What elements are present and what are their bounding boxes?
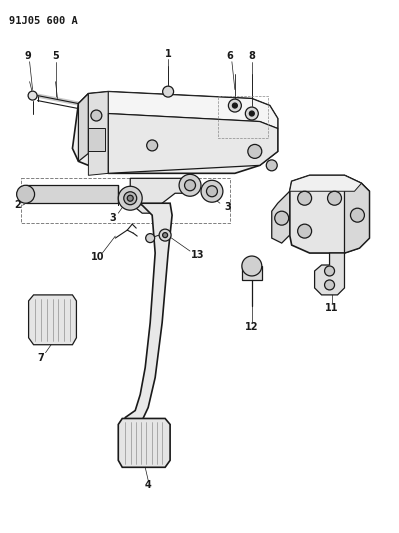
Circle shape [163, 232, 168, 238]
Circle shape [147, 140, 158, 151]
Polygon shape [29, 295, 77, 345]
Polygon shape [125, 203, 172, 431]
Circle shape [127, 195, 133, 201]
Circle shape [266, 160, 277, 171]
Polygon shape [290, 175, 369, 253]
Polygon shape [108, 92, 278, 128]
Circle shape [242, 256, 262, 276]
Circle shape [249, 111, 254, 116]
Text: 3: 3 [109, 213, 116, 223]
Polygon shape [290, 175, 361, 191]
Circle shape [324, 280, 334, 290]
Circle shape [159, 229, 171, 241]
Circle shape [275, 211, 289, 225]
Circle shape [28, 91, 37, 100]
Polygon shape [73, 92, 278, 173]
Polygon shape [26, 185, 118, 203]
Polygon shape [89, 128, 105, 151]
Text: 8: 8 [249, 51, 255, 61]
Circle shape [350, 208, 364, 222]
Text: 6: 6 [227, 51, 233, 61]
Text: 9: 9 [24, 51, 31, 61]
Circle shape [228, 99, 241, 112]
Text: 11: 11 [325, 303, 338, 313]
Circle shape [179, 174, 201, 196]
Text: 7: 7 [37, 353, 44, 362]
Circle shape [328, 191, 342, 205]
Polygon shape [344, 175, 369, 253]
Polygon shape [130, 179, 190, 213]
Circle shape [17, 185, 35, 203]
Circle shape [245, 107, 258, 120]
Polygon shape [272, 191, 290, 243]
Text: 13: 13 [191, 250, 205, 260]
Polygon shape [108, 114, 278, 173]
Polygon shape [79, 94, 89, 161]
Circle shape [248, 144, 262, 158]
Polygon shape [118, 418, 170, 467]
Circle shape [298, 224, 312, 238]
Text: 2: 2 [14, 200, 21, 210]
Text: 5: 5 [52, 51, 59, 61]
Circle shape [118, 186, 142, 210]
Text: 1: 1 [165, 49, 172, 59]
Circle shape [324, 266, 334, 276]
Circle shape [91, 110, 102, 121]
Polygon shape [89, 92, 108, 175]
Text: 10: 10 [91, 252, 104, 262]
Circle shape [185, 180, 196, 191]
Circle shape [163, 86, 174, 97]
Text: 3: 3 [225, 202, 231, 212]
Polygon shape [314, 253, 344, 295]
Circle shape [201, 180, 223, 202]
Polygon shape [242, 266, 262, 280]
Circle shape [232, 103, 237, 108]
Text: 4: 4 [145, 480, 152, 490]
Text: 91J05 600 A: 91J05 600 A [9, 16, 77, 26]
Circle shape [124, 192, 137, 205]
Circle shape [146, 233, 155, 243]
Circle shape [206, 186, 217, 197]
Text: 12: 12 [245, 322, 259, 332]
Circle shape [298, 191, 312, 205]
